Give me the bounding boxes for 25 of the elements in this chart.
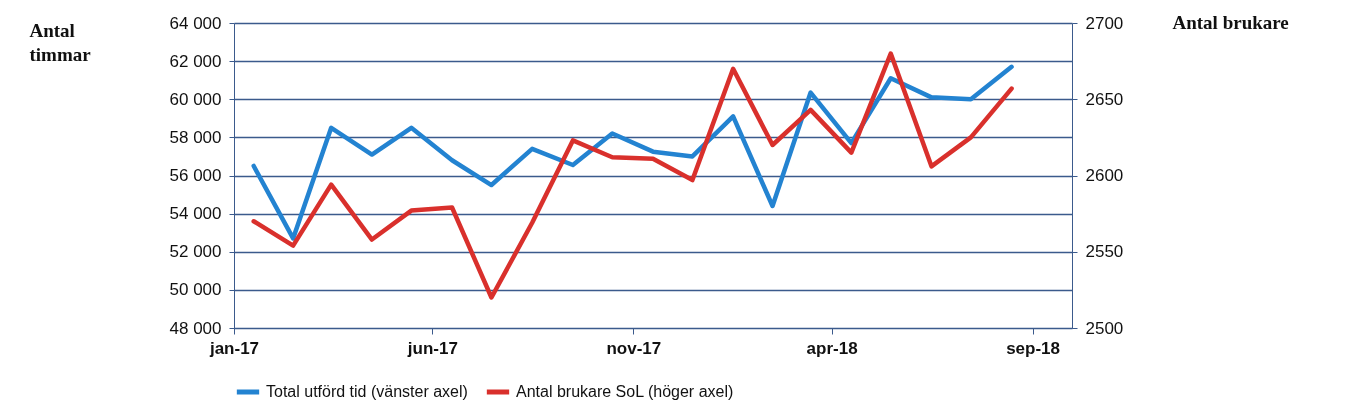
x-tick-label: jun-17 — [406, 338, 458, 358]
y2-tick-label: 2650 — [1085, 89, 1124, 109]
y-tick-label: 56 000 — [169, 166, 222, 185]
y-tick-label: 48 000 — [169, 318, 222, 338]
y-tick-label: 54 000 — [169, 204, 222, 224]
y2-tick-label: 2600 — [1085, 166, 1124, 185]
y2-tick-label: 2500 — [1085, 318, 1124, 338]
line-series — [251, 64, 1014, 241]
x-tick-label: sep-18 — [1006, 338, 1061, 358]
y-tick-label: 60 000 — [169, 89, 222, 109]
y-tick-label: 62 000 — [169, 51, 222, 71]
y2-tick-label: 2700 — [1085, 13, 1124, 33]
y2-axis-title: Antal brukare — [1172, 11, 1289, 33]
y2-tick-label: 2550 — [1085, 242, 1124, 262]
legend-label: Total utförd tid (vänster axel) — [266, 383, 468, 400]
x-tick-label: apr-18 — [806, 338, 858, 358]
y-tick-label: 64 000 — [169, 13, 222, 33]
y-tick-label: 52 000 — [169, 242, 222, 262]
y-tick-label: 50 000 — [169, 280, 222, 300]
line-series — [251, 51, 1014, 300]
y-axis-title: Antal timmar — [29, 19, 92, 65]
x-tick-label: jan-17 — [208, 338, 260, 358]
legend-label: Antal brukare SoL (höger axel) — [516, 383, 734, 400]
y-tick-label: 58 000 — [169, 127, 222, 147]
x-tick-label: nov-17 — [606, 338, 662, 358]
